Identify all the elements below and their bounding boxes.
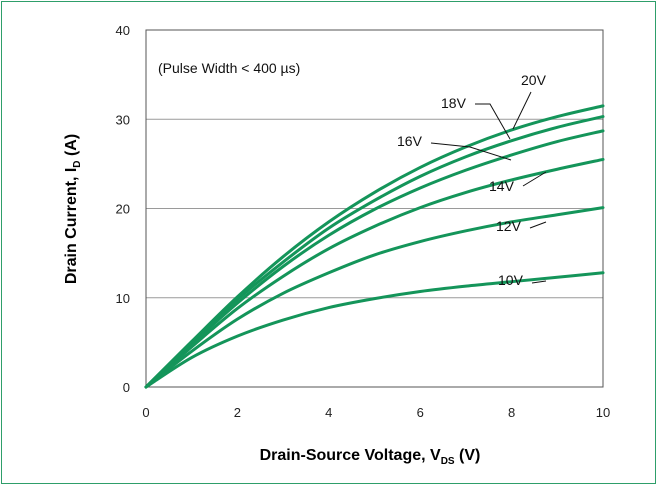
- x-tick-label: 8: [508, 405, 515, 420]
- y-tick-label: 0: [123, 380, 130, 395]
- series-line-12v: [144, 206, 605, 389]
- leader-line-20v: [512, 91, 532, 130]
- series-line-14v: [144, 157, 605, 389]
- series-label-10v: 10V: [498, 272, 524, 288]
- series-lines: [144, 104, 605, 389]
- series-label-12v: 12V: [496, 218, 522, 234]
- leader-line-16v: [430, 142, 512, 161]
- series-label-20v: 20V: [521, 72, 547, 88]
- x-tick-label: 2: [234, 405, 241, 420]
- x-tick-label: 0: [142, 405, 149, 420]
- series-line-10v: [144, 271, 605, 389]
- series-label-16v: 16V: [397, 133, 423, 149]
- series-line-16v: [144, 129, 605, 389]
- y-tick-label: 10: [116, 291, 130, 306]
- series-label-14v: 14V: [489, 178, 515, 194]
- series-line-20v: [144, 104, 605, 389]
- series-label-18v: 18V: [441, 95, 467, 111]
- x-axis-title: Drain-Source Voltage, VDS (V): [260, 447, 481, 467]
- y-tick-label: 30: [116, 112, 130, 127]
- x-tick-label: 6: [417, 405, 424, 420]
- series-labels: 10V 12V 14V 16V 18V 20V: [397, 72, 547, 288]
- y-axis-ticks: 0 10 20 30 40: [116, 23, 130, 395]
- pulse-width-annotation: (Pulse Width < 400 µs): [158, 60, 300, 76]
- x-tick-label: 10: [596, 405, 610, 420]
- leader-line-10v: [531, 280, 547, 284]
- x-axis-ticks: 0 2 4 6 8 10: [142, 405, 610, 420]
- leader-line-14v: [522, 171, 547, 187]
- leader-line-18v: [475, 103, 511, 140]
- y-tick-label: 40: [116, 23, 130, 38]
- x-tick-label: 4: [325, 405, 332, 420]
- leader-line-12v: [529, 221, 547, 229]
- y-tick-label: 20: [116, 202, 130, 217]
- y-axis-title: Drain Current, ID (A): [63, 134, 83, 284]
